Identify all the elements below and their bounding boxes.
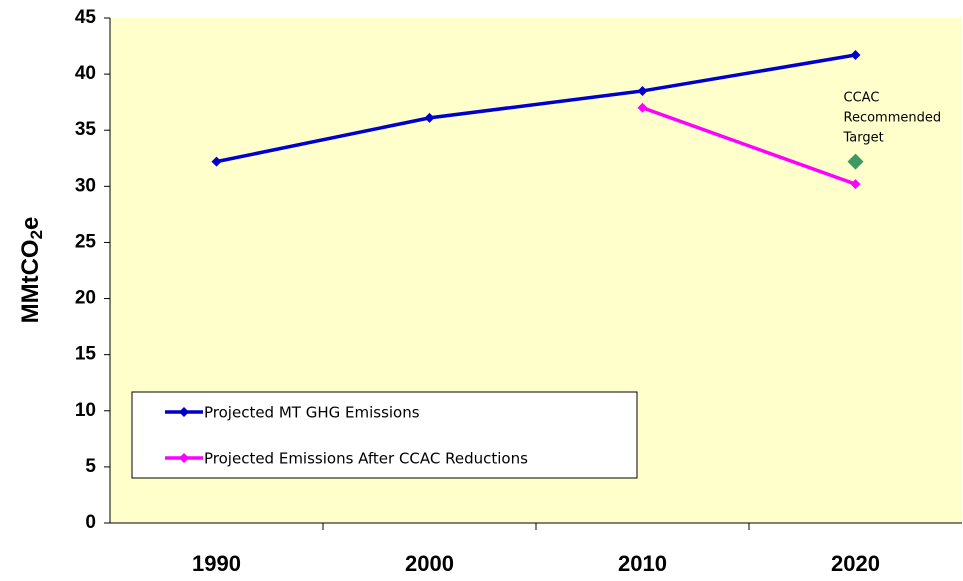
y-tick-label: 20 bbox=[75, 288, 96, 309]
y-label-part: e bbox=[17, 217, 44, 230]
y-tick-label: 25 bbox=[75, 231, 97, 252]
point bbox=[211, 156, 222, 167]
legend-marker bbox=[179, 453, 189, 463]
y-tick-label: 10 bbox=[75, 400, 96, 421]
y-label-sub: 2 bbox=[27, 230, 46, 239]
y-tick-label: 45 bbox=[75, 7, 97, 28]
series-line bbox=[216, 53, 856, 164]
legend-label: Projected Emissions After CCAC Reduction… bbox=[204, 450, 528, 468]
x-tick-label: 2020 bbox=[831, 551, 880, 576]
y-tick-label: 5 bbox=[85, 456, 96, 477]
legend-marker bbox=[179, 407, 189, 417]
annotation: CCAC bbox=[844, 91, 880, 106]
annotation: Recommended bbox=[844, 111, 942, 126]
series-line bbox=[641, 106, 857, 186]
point bbox=[637, 85, 648, 96]
target-point bbox=[847, 153, 864, 170]
y-tick-label: 15 bbox=[75, 344, 97, 365]
y-tick-label: 0 bbox=[85, 512, 96, 533]
point bbox=[850, 179, 861, 190]
point bbox=[637, 102, 648, 113]
y-tick-label: 30 bbox=[75, 175, 96, 196]
point bbox=[850, 50, 861, 61]
y-label-part: MMtCO bbox=[17, 239, 44, 323]
point bbox=[424, 112, 435, 123]
y-axis-label: MMtCO2e bbox=[17, 217, 46, 324]
legend-label: Projected MT GHG Emissions bbox=[204, 404, 420, 422]
legend-box bbox=[131, 391, 638, 479]
y-tick-label: 35 bbox=[75, 119, 97, 140]
x-tick-label: 2000 bbox=[405, 551, 454, 576]
x-tick-label: 2010 bbox=[618, 551, 667, 576]
x-tick-label: 1990 bbox=[192, 551, 241, 576]
y-tick-label: 40 bbox=[75, 63, 96, 84]
annotation: Target bbox=[843, 131, 884, 146]
